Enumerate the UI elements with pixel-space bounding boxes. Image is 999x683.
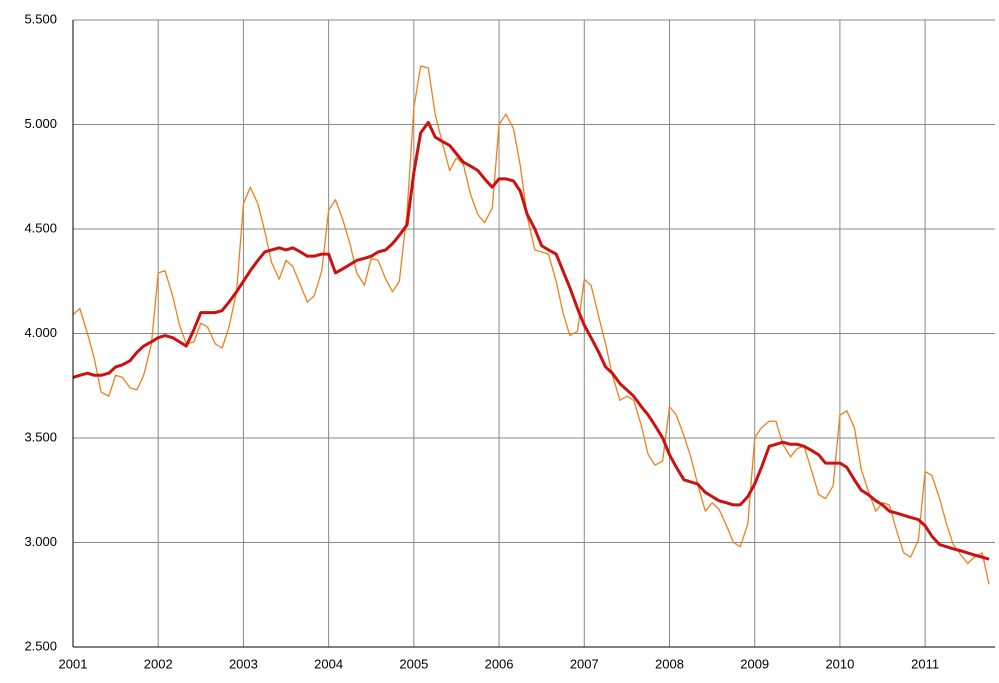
x-tick-label: 2009 [740, 656, 769, 671]
plot-lines [72, 65, 990, 585]
series-line [72, 65, 990, 585]
x-tick-label: 2003 [229, 656, 258, 671]
x-tick-label: 2005 [399, 656, 428, 671]
x-tick-label: 2004 [314, 656, 343, 671]
series-line [72, 120, 990, 561]
grid [72, 19, 995, 648]
x-tick-label: 2001 [59, 656, 88, 671]
y-tick-label: 4.500 [24, 220, 57, 235]
x-tick-label: 2006 [485, 656, 514, 671]
y-tick-label: 5.000 [24, 116, 57, 131]
x-tick-label: 2002 [144, 656, 173, 671]
x-tick-label: 2007 [570, 656, 599, 671]
y-tick-label: 4.000 [24, 325, 57, 340]
y-tick-label: 2.500 [24, 638, 57, 653]
x-tick-label: 2011 [911, 656, 939, 671]
x-tick-label: 2010 [825, 656, 854, 671]
x-tick-label: 2008 [655, 656, 684, 671]
y-tick-label: 3.500 [24, 429, 57, 444]
y-tick-label: 5.500 [24, 11, 57, 26]
y-tick-label: 3.000 [24, 534, 57, 549]
